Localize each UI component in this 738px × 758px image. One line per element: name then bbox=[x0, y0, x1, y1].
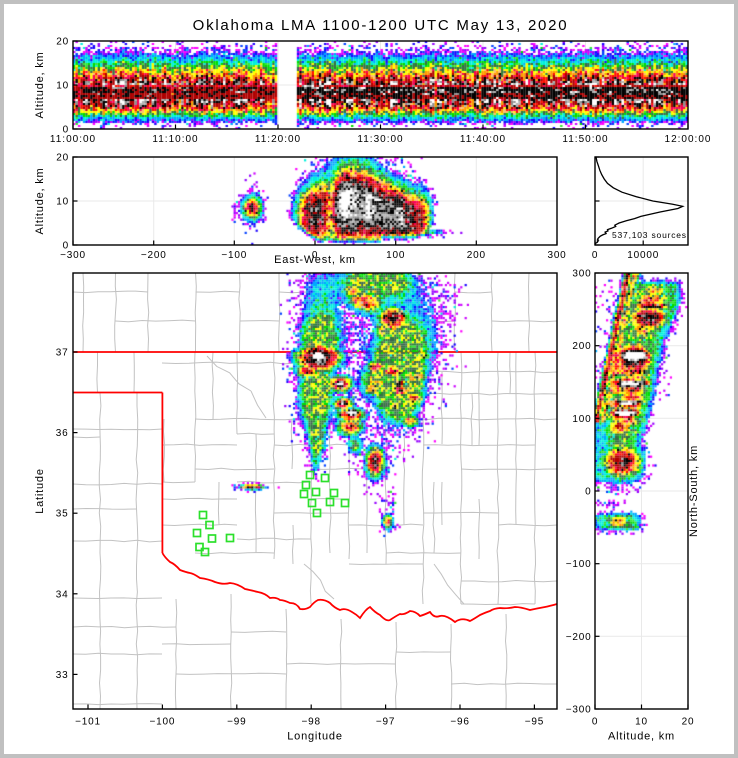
svg-text:Altitude, km: Altitude, km bbox=[34, 51, 46, 118]
svg-text:10000: 10000 bbox=[627, 250, 659, 261]
svg-text:East-West, km: East-West, km bbox=[274, 254, 356, 266]
svg-text:−98: −98 bbox=[302, 717, 321, 728]
svg-text:North-South, km: North-South, km bbox=[688, 445, 700, 537]
svg-text:0: 0 bbox=[585, 487, 591, 498]
svg-text:12:00:00: 12:00:00 bbox=[665, 134, 712, 145]
svg-text:10: 10 bbox=[56, 81, 69, 92]
svg-text:−100: −100 bbox=[150, 717, 176, 728]
svg-text:0: 0 bbox=[592, 717, 598, 728]
svg-text:Altitude, km: Altitude, km bbox=[608, 731, 675, 743]
svg-text:0: 0 bbox=[312, 250, 318, 261]
svg-text:0: 0 bbox=[63, 241, 69, 252]
svg-text:Longitude: Longitude bbox=[287, 731, 343, 743]
svg-text:−300: −300 bbox=[566, 705, 592, 716]
svg-text:300: 300 bbox=[572, 269, 591, 280]
svg-text:11:50:00: 11:50:00 bbox=[562, 134, 608, 145]
svg-text:200: 200 bbox=[467, 250, 486, 261]
svg-text:−99: −99 bbox=[227, 717, 246, 728]
svg-text:−101: −101 bbox=[75, 717, 101, 728]
svg-text:300: 300 bbox=[547, 250, 566, 261]
svg-text:0: 0 bbox=[63, 125, 69, 136]
svg-text:−100: −100 bbox=[221, 250, 247, 261]
svg-text:35: 35 bbox=[56, 509, 69, 520]
svg-text:37: 37 bbox=[56, 348, 69, 359]
svg-text:537,103 sources: 537,103 sources bbox=[612, 230, 687, 240]
svg-text:11:00:00: 11:00:00 bbox=[50, 134, 96, 145]
svg-text:0: 0 bbox=[592, 250, 598, 261]
svg-text:−200: −200 bbox=[566, 632, 592, 643]
svg-text:10: 10 bbox=[635, 717, 648, 728]
svg-text:−97: −97 bbox=[376, 717, 395, 728]
svg-text:−200: −200 bbox=[141, 250, 167, 261]
svg-text:11:40:00: 11:40:00 bbox=[460, 134, 506, 145]
svg-text:Latitude: Latitude bbox=[34, 468, 46, 514]
svg-text:20: 20 bbox=[56, 153, 69, 164]
svg-text:33: 33 bbox=[56, 670, 69, 681]
svg-text:20: 20 bbox=[56, 37, 69, 48]
svg-text:20: 20 bbox=[682, 717, 695, 728]
svg-text:34: 34 bbox=[56, 589, 69, 600]
svg-text:11:20:00: 11:20:00 bbox=[255, 134, 301, 145]
svg-text:10: 10 bbox=[56, 197, 69, 208]
svg-text:−100: −100 bbox=[566, 559, 592, 570]
svg-text:−95: −95 bbox=[525, 717, 544, 728]
svg-text:100: 100 bbox=[386, 250, 405, 261]
svg-text:Oklahoma LMA 1100-1200 UTC May: Oklahoma LMA 1100-1200 UTC May 13, 2020 bbox=[193, 17, 569, 34]
svg-text:−300: −300 bbox=[60, 250, 86, 261]
svg-text:−96: −96 bbox=[450, 717, 469, 728]
svg-text:11:10:00: 11:10:00 bbox=[152, 134, 198, 145]
svg-text:11:30:00: 11:30:00 bbox=[357, 134, 403, 145]
svg-text:200: 200 bbox=[572, 341, 591, 352]
svg-text:36: 36 bbox=[56, 428, 69, 439]
svg-text:Altitude, km: Altitude, km bbox=[34, 167, 46, 234]
svg-text:100: 100 bbox=[572, 414, 591, 425]
